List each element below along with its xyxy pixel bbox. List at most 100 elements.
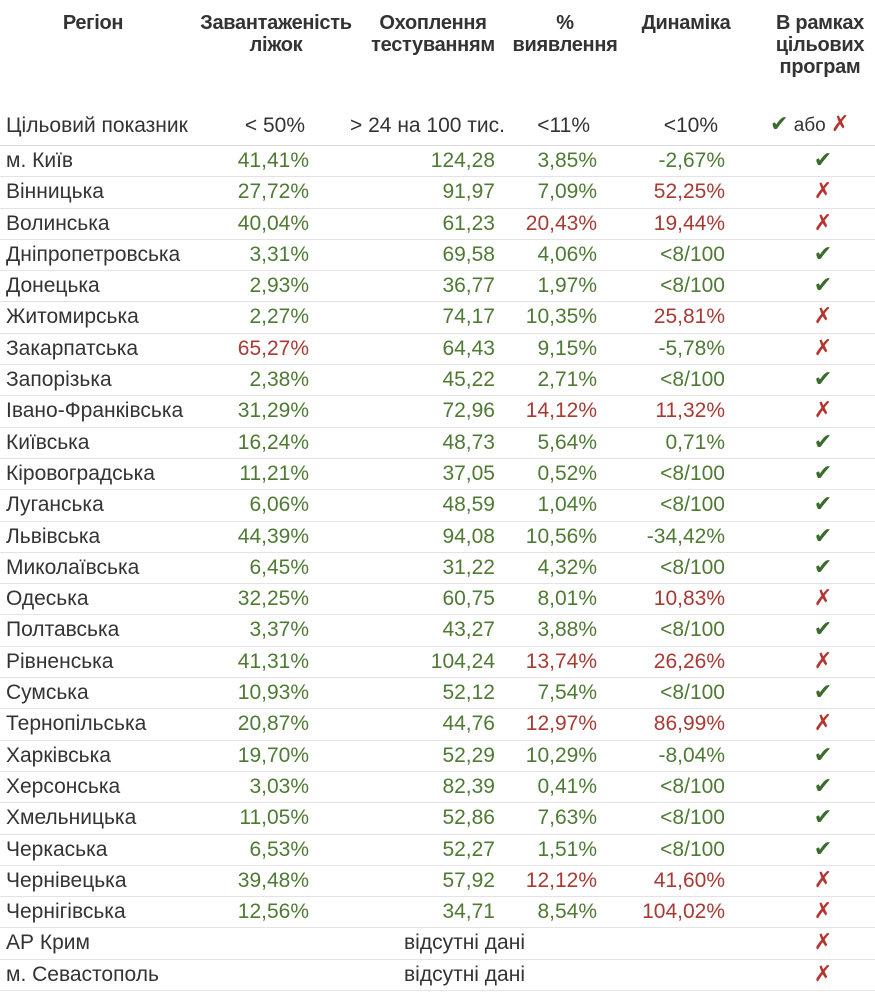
dynamics-value: 26,26% <box>653 649 725 673</box>
detection-value: 5,64% <box>537 430 597 454</box>
detection-value: 8,01% <box>537 587 597 611</box>
table-row: Дніпропетровська 3,31% 69,58 4,06% <8/100 ✔ <box>0 240 875 272</box>
table-row: Сумська 10,93% 52,12 7,54% <8/100 ✔ <box>0 678 875 710</box>
dynamics-value: <8/100 <box>660 555 725 579</box>
check-icon: ✔ <box>813 367 833 393</box>
region-name: АР Крим <box>6 931 90 955</box>
detection-value: 1,97% <box>537 274 597 298</box>
cross-icon: ✗ <box>813 179 833 205</box>
region-name: Хмельницька <box>6 806 137 830</box>
testing-value: 60,75 <box>442 587 495 611</box>
target-dynamics: <10% <box>663 114 718 137</box>
detection-value: 9,15% <box>537 336 597 360</box>
detection-value: 2,71% <box>537 368 597 392</box>
beds-value: 2,38% <box>249 368 309 392</box>
table-row: Донецька 2,93% 36,77 1,97% <8/100 ✔ <box>0 271 875 303</box>
table-row: Чернівецька 39,48% 57,92 12,12% 41,60% ✗ <box>0 866 875 898</box>
target-label: Цільовий показник <box>6 114 188 137</box>
header-testing-line1: Охоплення <box>379 12 487 34</box>
dynamics-value: -2,67% <box>658 149 725 172</box>
region-name: м. Київ <box>6 149 74 172</box>
testing-value: 34,71 <box>442 900 495 924</box>
region-name: Дніпропетровська <box>6 242 181 266</box>
header-beds-line2: ліжок <box>249 34 303 56</box>
cross-icon: ✗ <box>813 648 833 674</box>
table-row: Полтавська 3,37% 43,27 3,88% <8/100 ✔ <box>0 615 875 647</box>
table-row: м. Севастополь відсутні дані ✗ <box>0 960 875 992</box>
region-name: Чернівецька <box>6 868 127 892</box>
header-dynamics: Динаміка <box>636 12 736 34</box>
table-row: Львівська 44,39% 94,08 10,56% -34,42% ✔ <box>0 522 875 553</box>
check-icon: ✔ <box>813 805 833 831</box>
cross-icon: ✗ <box>813 210 833 236</box>
cross-icon: ✗ <box>813 961 833 987</box>
header-region-label: Регіон <box>62 12 124 34</box>
testing-value: 64,43 <box>442 336 495 360</box>
testing-value: 52,29 <box>442 743 495 767</box>
region-name: Київська <box>6 430 90 454</box>
testing-value: 52,12 <box>442 681 495 705</box>
target-beds: < 50% <box>244 114 305 137</box>
testing-value: 45,22 <box>442 368 495 392</box>
header-dynamics-label: Динаміка <box>641 12 731 34</box>
beds-value: 19,70% <box>237 743 309 767</box>
check-icon: ✔ <box>813 617 833 643</box>
table-row: Тернопільська 20,87% 44,76 12,97% 86,99% ✗ <box>0 709 875 741</box>
dynamics-value: <8/100 <box>660 774 725 798</box>
region-name: Черкаська <box>6 837 108 861</box>
table-row: Одеська 32,25% 60,75 8,01% 10,83% ✗ <box>0 584 875 616</box>
dynamics-value: -5,78% <box>658 336 725 360</box>
detection-value: 13,74% <box>525 649 597 673</box>
cross-icon: ✗ <box>813 304 833 330</box>
beds-value: 16,24% <box>237 430 309 454</box>
check-icon: ✔ <box>813 773 833 799</box>
beds-value: 44,39% <box>237 524 309 548</box>
region-name: Чернігівська <box>6 900 126 924</box>
beds-value: 11,21% <box>239 461 309 485</box>
cross-icon: ✗ <box>813 711 833 737</box>
header-detection-line1: % <box>556 12 574 34</box>
testing-value: 37,05 <box>442 461 495 485</box>
testing-value: 74,17 <box>442 305 495 329</box>
region-name: Полтавська <box>6 618 120 642</box>
detection-value: 7,09% <box>537 180 597 204</box>
region-name: Івано-Франківська <box>6 399 184 423</box>
table-row: Івано-Франківська 31,29% 72,96 14,12% 11,32%… <box>0 396 875 428</box>
table-row: Харківська 19,70% 52,29 10,29% -8,04% ✔ <box>0 741 875 772</box>
beds-value: 2,27% <box>249 305 309 329</box>
region-name: Рівненська <box>6 649 114 673</box>
dynamics-value: 19,44% <box>653 211 725 235</box>
dynamics-value: <8/100 <box>660 806 725 830</box>
testing-value: 61,23 <box>442 211 495 235</box>
table-row: м. Київ 41,41% 124,28 3,85% -2,67% ✔ <box>0 146 875 178</box>
dynamics-value: 52,25% <box>653 180 725 204</box>
testing-value: 104,24 <box>430 649 495 673</box>
check-icon: ✔ <box>813 554 833 580</box>
beds-value: 10,93% <box>237 681 309 705</box>
region-name: м. Севастополь <box>6 962 159 986</box>
beds-value: 2,93% <box>249 274 309 298</box>
no-data-note: відсутні дані <box>404 962 525 986</box>
region-name: Вінницька <box>6 180 104 204</box>
beds-value: 20,87% <box>237 712 309 736</box>
beds-value: 11,05% <box>239 806 309 830</box>
detection-value: 4,06% <box>537 242 597 266</box>
table-header: Регіон Завантаженість ліжок Охоплення те… <box>0 0 875 104</box>
header-programs-line3: програм <box>779 56 861 78</box>
header-programs-line2: цільових <box>775 34 865 56</box>
table-row: Чернігівська 12,56% 34,71 8,54% 104,02% ✗ <box>0 897 875 929</box>
legend-or-label: або <box>793 115 826 136</box>
detection-value: 1,04% <box>537 493 597 517</box>
header-region: Регіон <box>58 12 128 34</box>
check-icon: ✔ <box>813 429 833 455</box>
check-icon: ✔ <box>813 148 833 173</box>
header-detection-line2: виявлення <box>512 34 618 56</box>
dynamics-value: <8/100 <box>660 368 725 392</box>
beds-value: 3,37% <box>249 618 309 642</box>
detection-value: 8,54% <box>537 900 597 924</box>
beds-value: 41,41% <box>237 149 309 172</box>
target-legend: ✔ або ✗ <box>770 113 849 138</box>
dynamics-value: -8,04% <box>658 743 725 767</box>
header-beds-line1: Завантаженість <box>200 12 352 34</box>
region-name: Закарпатська <box>6 336 139 360</box>
